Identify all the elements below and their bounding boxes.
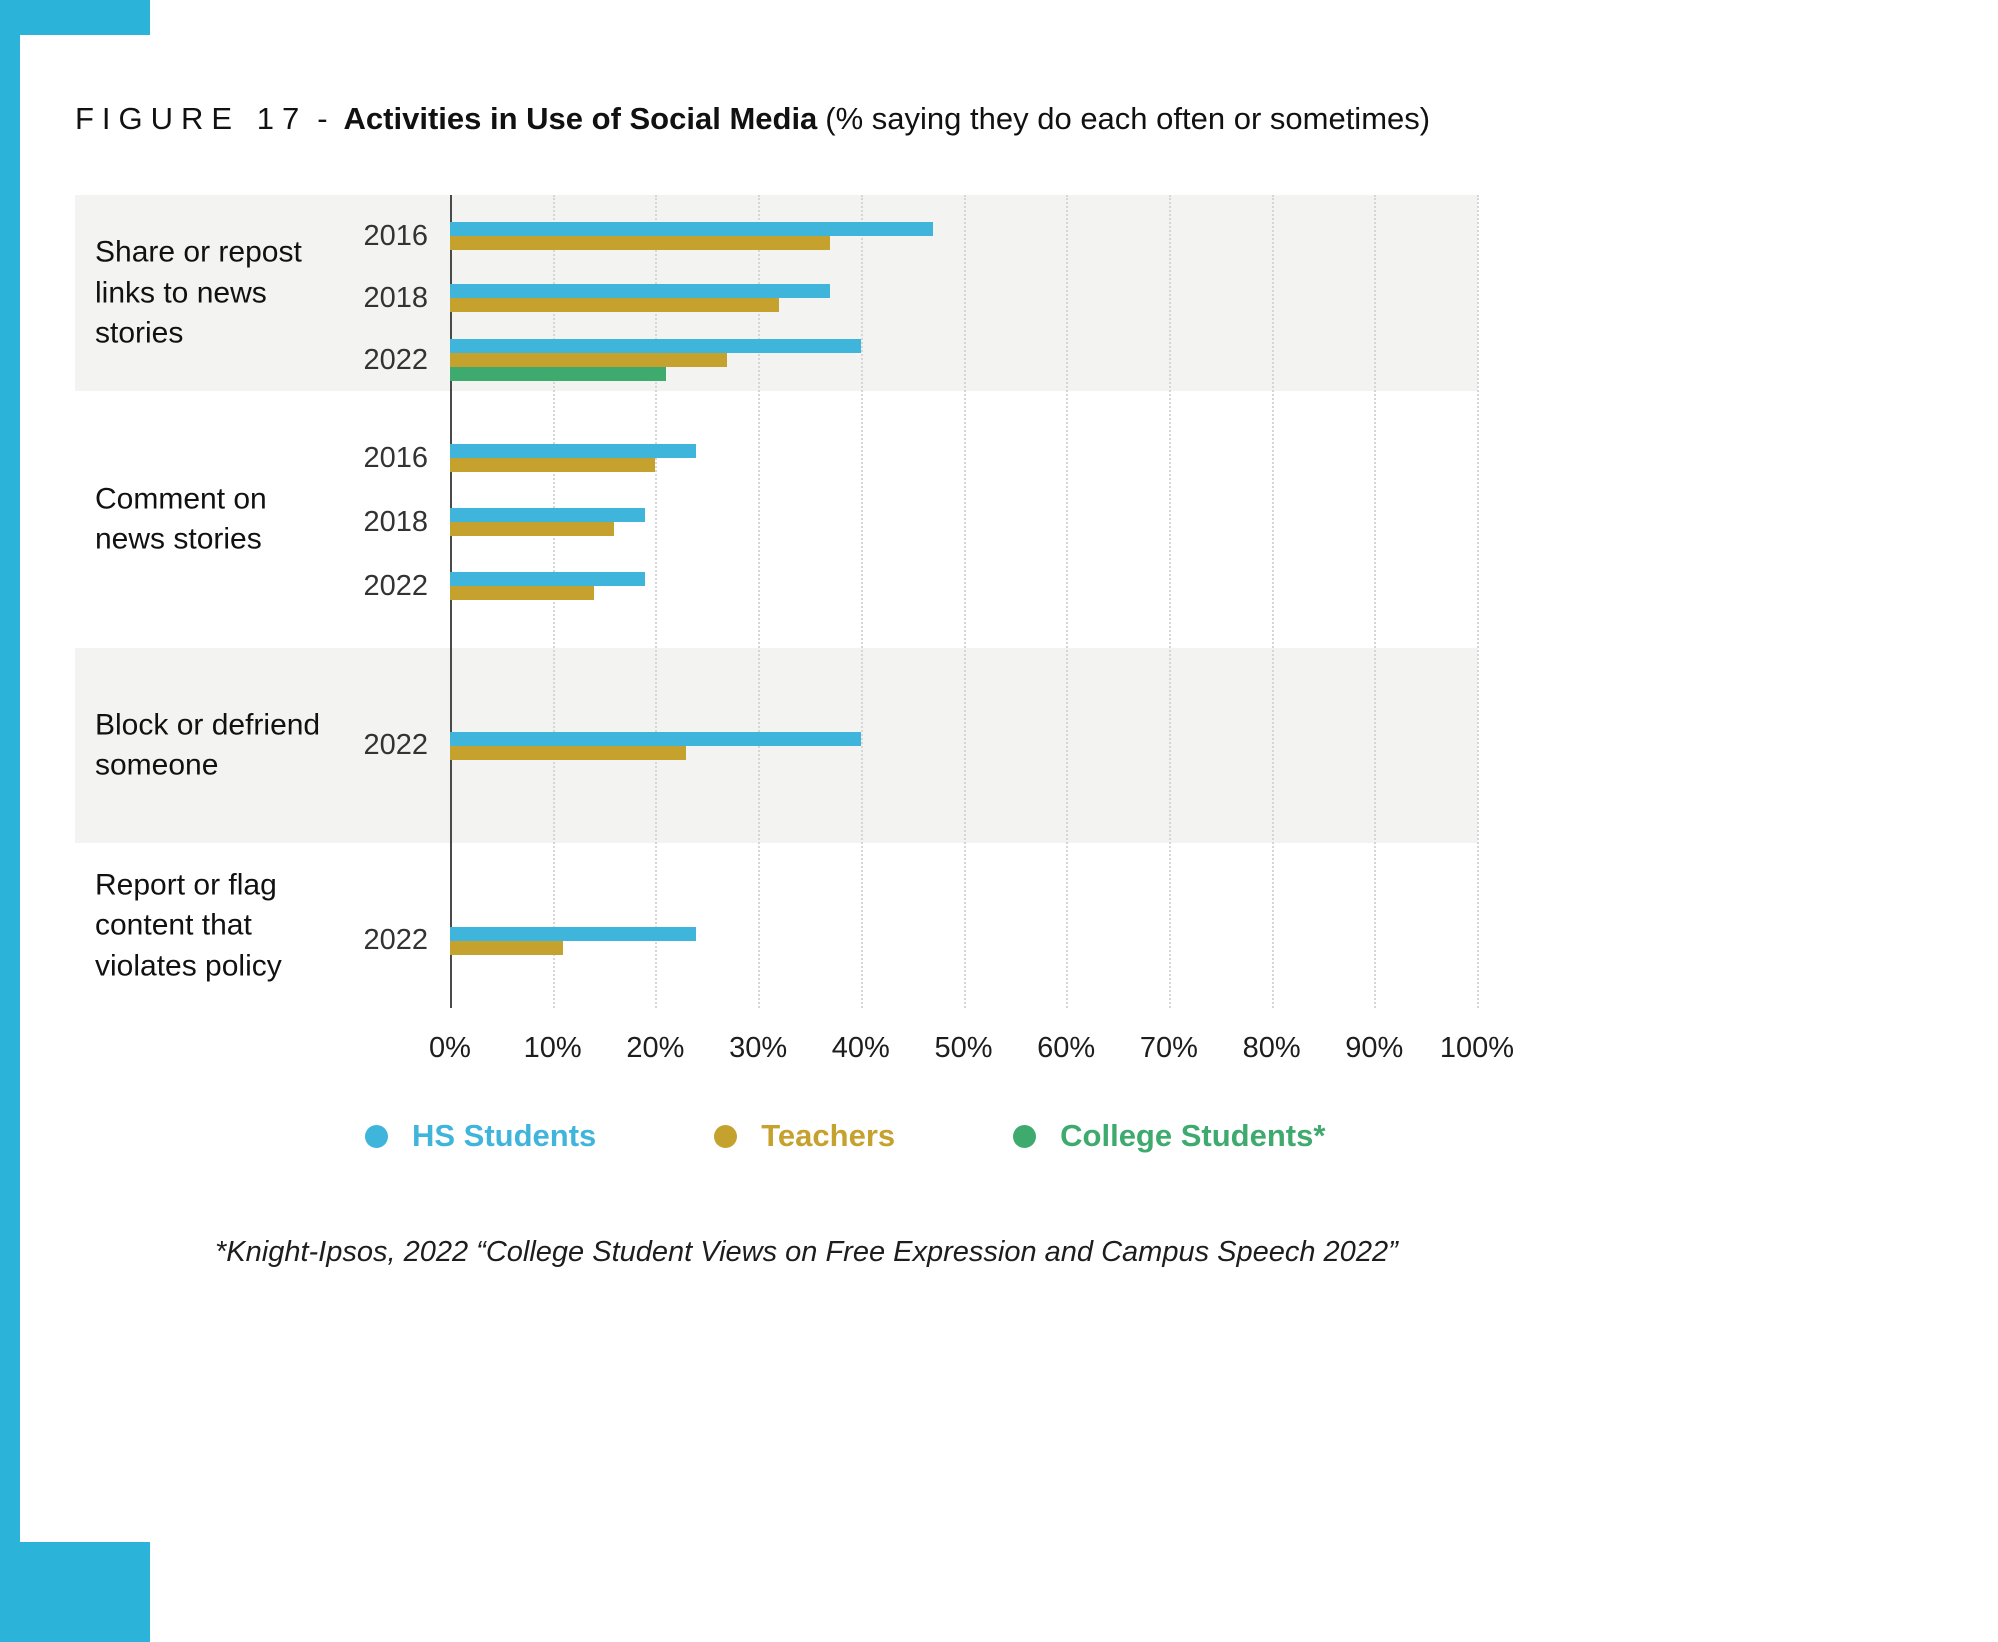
- legend-dot-college-students: [1013, 1124, 1037, 1148]
- figure-label: FIGURE 17: [75, 101, 308, 136]
- bar-stack: [450, 731, 861, 760]
- bar-stack: [450, 444, 697, 472]
- grid-line: [1477, 195, 1479, 1008]
- grid-line: [1066, 195, 1069, 1008]
- x-tick-label: 20%: [626, 1032, 685, 1064]
- legend: HS Students Teachers College Students*: [365, 1118, 1998, 1154]
- year-row: 2018: [75, 267, 1478, 329]
- x-tick-label: 0%: [429, 1032, 471, 1064]
- bar-hs-students: [450, 731, 861, 746]
- bar-teachers: [450, 940, 563, 955]
- year-label: 2016: [363, 219, 428, 252]
- year-row: 2018: [75, 490, 1478, 554]
- grid-line: [655, 195, 658, 1008]
- year-row: 2022: [75, 873, 1478, 1008]
- bar-stack: [450, 508, 646, 536]
- category-label: Block or defriend someone: [95, 708, 321, 782]
- legend-item-college-students: College Students*: [1013, 1118, 1325, 1154]
- category-band: Share or repost links to news stories 201…: [75, 195, 1478, 391]
- x-tick-label: 10%: [523, 1032, 582, 1064]
- bar-teachers: [450, 458, 656, 472]
- legend-dot-hs-students: [365, 1124, 388, 1148]
- x-axis: 0% 10% 20% 30% 40% 50% 60% 70% 80% 90% 100%: [75, 1014, 1514, 1076]
- year-row: 2016: [75, 205, 1478, 267]
- legend-label: College Students*: [1060, 1118, 1326, 1153]
- grid-line: [1168, 195, 1171, 1008]
- legend-item-teachers: Teachers: [714, 1118, 895, 1154]
- legend-item-hs-students: HS Students: [365, 1118, 596, 1154]
- bar-teachers: [450, 586, 594, 600]
- category-label: Share or repost links to news stories: [95, 235, 302, 350]
- category-band: Comment on news stories 2016 2018 2022: [75, 391, 1478, 648]
- year-label: 2018: [363, 505, 428, 538]
- bar-teachers: [450, 745, 687, 760]
- category-band: Block or defriend someone 2022: [75, 648, 1478, 843]
- bar-stack: [450, 284, 830, 312]
- bar-stack: [450, 572, 646, 600]
- bar-hs-students: [450, 926, 697, 941]
- grid-line: [963, 195, 966, 1008]
- year-row: 2022: [75, 329, 1478, 391]
- bar-stack: [450, 222, 933, 250]
- grid-line: [1374, 195, 1377, 1008]
- year-label: 2022: [363, 343, 428, 376]
- bar-teachers: [450, 236, 830, 250]
- bar-hs-students: [450, 222, 933, 236]
- y-axis-line: [450, 195, 452, 1008]
- legend-label: Teachers: [761, 1118, 896, 1153]
- x-tick-label: 50%: [934, 1032, 993, 1064]
- category-band: Report or flag content that violates pol…: [75, 843, 1478, 1008]
- x-tick-label: 80%: [1242, 1032, 1301, 1064]
- legend-label: HS Students: [412, 1118, 597, 1153]
- band-rows: 2022: [75, 843, 1478, 1008]
- x-tick-label: 60%: [1037, 1032, 1096, 1064]
- year-label: 2018: [363, 281, 428, 314]
- bar-hs-students: [450, 339, 861, 353]
- bar-hs-students: [450, 444, 697, 458]
- year-label: 2022: [363, 924, 428, 956]
- category-label: Report or flag content that violates pol…: [95, 867, 282, 982]
- x-tick-label: 30%: [729, 1032, 788, 1064]
- category-label: Comment on news stories: [95, 482, 267, 556]
- grid-line: [758, 195, 761, 1008]
- x-tick-label: 70%: [1139, 1032, 1198, 1064]
- x-tick-label: 90%: [1345, 1032, 1404, 1064]
- bar-stack: [450, 926, 697, 955]
- chart-grid: [75, 195, 1479, 1008]
- year-label: 2022: [363, 569, 428, 602]
- x-tick-label: 40%: [831, 1032, 890, 1064]
- figure-title: FIGURE 17- Activities in Use of Social Me…: [75, 101, 1998, 137]
- year-row: 2022: [75, 554, 1478, 618]
- year-label: 2022: [363, 729, 428, 761]
- bar-teachers: [450, 522, 615, 536]
- figure-separator: -: [317, 101, 328, 136]
- bar-teachers: [450, 353, 728, 367]
- figure-card: FIGURE 17- Activities in Use of Social Me…: [20, 35, 1998, 1542]
- figure-title-note: (% saying they do each often or sometime…: [825, 101, 1431, 136]
- band-rows: 2016 2018 2022: [75, 391, 1478, 618]
- chart-plot: Share or repost links to news stories 201…: [75, 195, 1479, 1008]
- footnote: *Knight-Ipsos, 2022 “College Student Vie…: [215, 1236, 1398, 1268]
- bar-college-students: [450, 367, 666, 381]
- bar-hs-students: [450, 572, 646, 586]
- bar-teachers: [450, 298, 779, 312]
- bar-stack: [450, 339, 861, 381]
- year-label: 2016: [363, 441, 428, 474]
- grid-line: [1271, 195, 1274, 1008]
- x-tick-label: 100%: [1439, 1032, 1515, 1064]
- bar-hs-students: [450, 508, 646, 522]
- band-rows: 2022: [75, 648, 1478, 843]
- figure-title-main: Activities in Use of Social Media: [343, 101, 818, 136]
- band-rows: 2016 2018 2022: [75, 195, 1478, 391]
- grid-line: [860, 195, 863, 1008]
- grid-line: [552, 195, 555, 1008]
- bar-hs-students: [450, 284, 830, 298]
- legend-dot-teachers: [714, 1124, 738, 1148]
- year-row: 2016: [75, 426, 1478, 490]
- year-row: 2022: [75, 648, 1478, 843]
